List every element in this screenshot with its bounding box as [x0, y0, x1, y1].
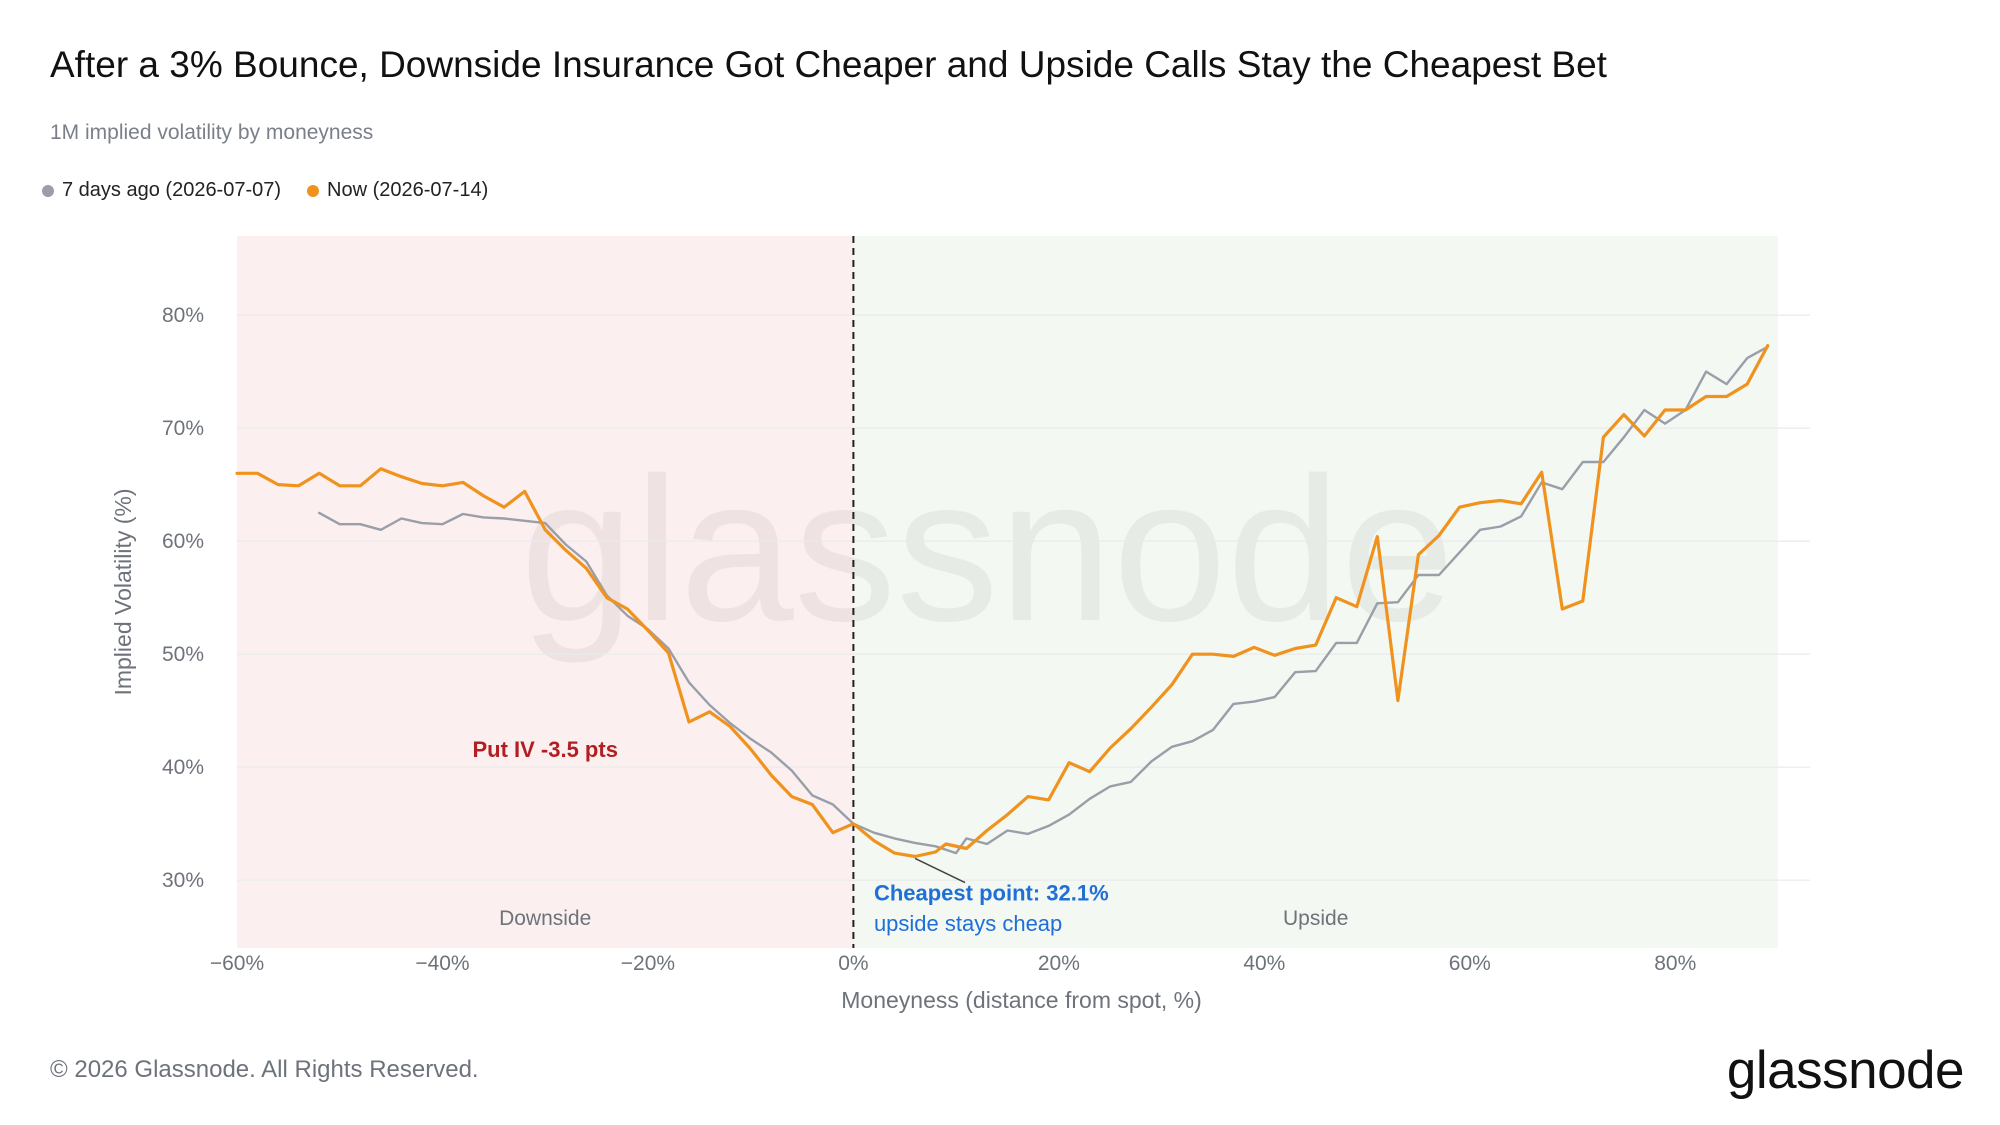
series-line-now [235, 344, 1770, 859]
y-tick-label: 80% [162, 304, 204, 327]
x-tick-label: 60% [1449, 952, 1491, 975]
x-tick-label: 0% [838, 952, 868, 975]
annotation-upside-cheap: upside stays cheap [874, 911, 1062, 936]
legend-item-7-days-ago[interactable]: 7 days ago (2026-07-07) [42, 179, 281, 202]
legend-label-7-days-ago: 7 days ago (2026-07-07) [62, 179, 282, 201]
region-label-upside: Upside [1283, 907, 1348, 930]
legend-label-now: Now (2026-07-14) [327, 179, 489, 201]
watermark: glassnode [520, 435, 1455, 664]
legend-marker-7-days-ago [42, 184, 54, 197]
y-tick-label: 30% [162, 869, 204, 892]
series-line-7-days-ago [318, 345, 1769, 855]
legend-marker-now [307, 184, 320, 197]
copyright-footer: © 2026 Glassnode. All Rights Reserved. [50, 1056, 479, 1083]
x-tick-label: 40% [1243, 952, 1285, 975]
region-downside-background [237, 236, 854, 948]
x-axis-label: Moneyness (distance from spot, %) [841, 987, 1201, 1013]
y-tick-label: 50% [162, 643, 204, 666]
x-tick-label: −40% [415, 952, 469, 975]
region-label-downside: Downside [499, 907, 591, 930]
chart-subtitle: 1M implied volatility by moneyness [50, 121, 374, 144]
y-tick-label: 70% [162, 417, 204, 440]
chart-title: After a 3% Bounce, Downside Insurance Go… [50, 44, 1607, 85]
annotation-put-iv: Put IV -3.5 pts [472, 737, 617, 762]
y-axis-label: Implied Volatility (%) [110, 488, 136, 695]
x-tick-label: 80% [1654, 952, 1696, 975]
x-tick-label: −60% [210, 952, 264, 975]
legend: 7 days ago (2026-07-07) Now (2026-07-14) [42, 179, 514, 202]
y-tick-label: 40% [162, 756, 204, 779]
x-tick-label: −20% [621, 952, 675, 975]
glassnode-logo[interactable]: glassnode [1726, 1041, 1965, 1100]
annotation-cheapest-point: Cheapest point: 32.1% [874, 881, 1109, 906]
y-tick-label: 60% [162, 530, 204, 553]
x-tick-label: 20% [1038, 952, 1080, 975]
annotation-cheapest-pointer [914, 857, 966, 884]
legend-item-now[interactable]: Now (2026-07-14) [307, 179, 488, 202]
